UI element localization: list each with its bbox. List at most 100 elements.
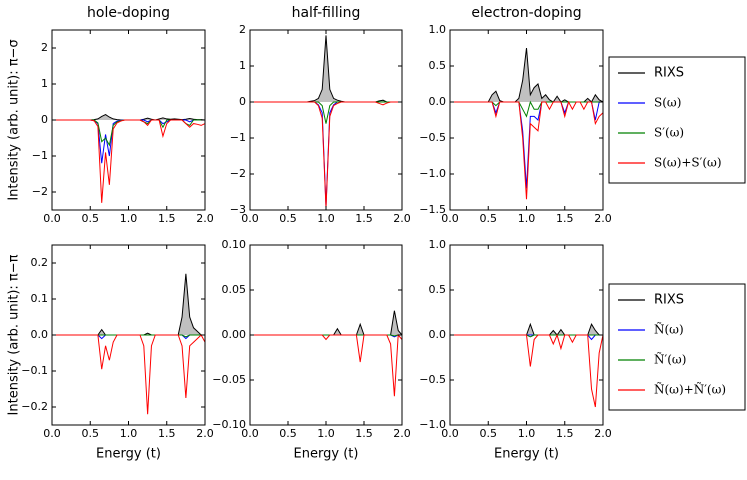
y-tick-label: 0.1 xyxy=(31,292,49,305)
legend-label: Ñ′(ω) xyxy=(654,352,686,367)
y-tick-label: −3 xyxy=(230,203,246,216)
series-line xyxy=(250,333,402,397)
y-tick-label: 0 xyxy=(239,95,246,108)
y-tick-label: −2 xyxy=(32,185,48,198)
y-tick-label: −1.0 xyxy=(419,418,446,431)
x-tick-label: 1.0 xyxy=(120,212,138,225)
x-tick-label: 0.5 xyxy=(279,212,297,225)
y-tick-label: −0.2 xyxy=(21,400,48,413)
legend-label: Ñ(ω)+Ñ′(ω) xyxy=(654,382,726,397)
y-tick-label: 0.00 xyxy=(222,328,247,341)
y-tick-label: −1.0 xyxy=(419,167,446,180)
x-tick-label: 0.0 xyxy=(441,212,459,225)
x-tick-label: 1.0 xyxy=(317,212,335,225)
y-tick-label: 0.5 xyxy=(429,59,447,72)
y-tick-label: 0.0 xyxy=(429,95,447,108)
x-tick-label: 1.5 xyxy=(158,427,176,440)
y-tick-label: −0.05 xyxy=(212,373,246,386)
series-line xyxy=(450,100,603,118)
y-tick-label: −1 xyxy=(32,149,48,162)
series-line xyxy=(52,119,205,164)
x-tick-label: 0.0 xyxy=(441,427,459,440)
x-tick-label: 1.0 xyxy=(518,427,536,440)
x-tick-label: 0.0 xyxy=(241,427,259,440)
x-tick-label: 0.0 xyxy=(241,212,259,225)
legend-label: S(ω) xyxy=(654,96,681,110)
y-tick-label: 0.2 xyxy=(31,256,49,269)
plot-area xyxy=(450,47,603,200)
x-tick-label: 1.5 xyxy=(355,427,373,440)
x-axis-label: Energy (t) xyxy=(294,447,359,462)
plot-area xyxy=(250,35,402,209)
x-tick-label: 1.5 xyxy=(158,212,176,225)
x-tick-label: 2.0 xyxy=(393,427,411,440)
x-tick-label: 0.5 xyxy=(82,427,100,440)
x-tick-label: 0.5 xyxy=(279,427,297,440)
y-tick-label: 1.0 xyxy=(429,23,447,36)
plot-area xyxy=(250,310,402,397)
legend-label: Ñ(ω) xyxy=(654,322,684,337)
x-axis-label: Energy (t) xyxy=(494,447,559,462)
chart-title: hole-doping xyxy=(87,5,170,21)
plot-area xyxy=(450,322,603,408)
y-axis-label: Intensity (arb. unit): π−π xyxy=(7,254,22,415)
x-tick-label: 2.0 xyxy=(196,427,214,440)
series-line xyxy=(450,322,603,336)
y-tick-label: 0.0 xyxy=(31,328,49,341)
y-axis-label: Intensity (arb. unit): π−σ xyxy=(7,39,22,200)
x-tick-label: 2.0 xyxy=(196,212,214,225)
x-tick-label: 0.0 xyxy=(43,212,61,225)
y-tick-label: −0.5 xyxy=(419,373,446,386)
area-fill xyxy=(450,324,603,335)
legend-label: S(ω)+S′(ω) xyxy=(654,156,722,170)
x-tick-label: 2.0 xyxy=(594,427,612,440)
plot-area xyxy=(52,114,205,203)
y-tick-label: 0.05 xyxy=(222,283,247,296)
y-tick-label: 0.10 xyxy=(222,238,247,251)
legend-box xyxy=(608,56,746,184)
y-tick-label: 2 xyxy=(239,23,246,36)
y-tick-label: −0.10 xyxy=(212,418,246,431)
chart-title: electron-doping xyxy=(471,5,581,21)
x-tick-label: 1.5 xyxy=(556,427,574,440)
y-tick-label: 0.5 xyxy=(429,283,447,296)
x-tick-label: 2.0 xyxy=(594,212,612,225)
y-tick-label: −1.5 xyxy=(419,203,446,216)
series-line xyxy=(450,333,603,408)
series-line xyxy=(250,310,402,336)
series-line xyxy=(250,101,402,209)
area-fill xyxy=(250,310,402,335)
x-tick-label: 0.5 xyxy=(82,212,100,225)
area-fill xyxy=(52,273,205,335)
x-tick-label: 0.0 xyxy=(43,427,61,440)
area-fill xyxy=(450,48,603,102)
y-tick-label: 2 xyxy=(41,41,48,54)
x-tick-label: 1.0 xyxy=(317,427,335,440)
legend-label: S′(ω) xyxy=(654,126,684,140)
chart-title: half-filling xyxy=(292,5,361,21)
y-tick-label: 1.0 xyxy=(429,238,447,251)
x-tick-label: 2.0 xyxy=(393,212,411,225)
x-tick-label: 1.5 xyxy=(355,212,373,225)
series-line xyxy=(450,100,603,200)
y-tick-label: 1 xyxy=(239,59,246,72)
legend-box xyxy=(608,283,746,411)
y-tick-label: 1 xyxy=(41,77,48,90)
legend-label: RIXS xyxy=(654,66,684,81)
area-fill xyxy=(250,35,402,102)
series-line xyxy=(52,114,205,121)
y-tick-label: 0 xyxy=(41,113,48,126)
x-tick-label: 1.5 xyxy=(556,212,574,225)
x-tick-label: 1.0 xyxy=(120,427,138,440)
y-tick-label: −1 xyxy=(230,131,246,144)
area-fill xyxy=(52,114,205,120)
y-tick-label: 0.0 xyxy=(429,328,447,341)
x-tick-label: 0.5 xyxy=(480,427,498,440)
y-tick-label: −0.1 xyxy=(21,364,48,377)
y-tick-label: −0.5 xyxy=(419,131,446,144)
series-line xyxy=(250,101,402,124)
x-tick-label: 0.5 xyxy=(480,212,498,225)
series-line xyxy=(52,119,205,203)
legend-label: RIXS xyxy=(654,293,684,308)
